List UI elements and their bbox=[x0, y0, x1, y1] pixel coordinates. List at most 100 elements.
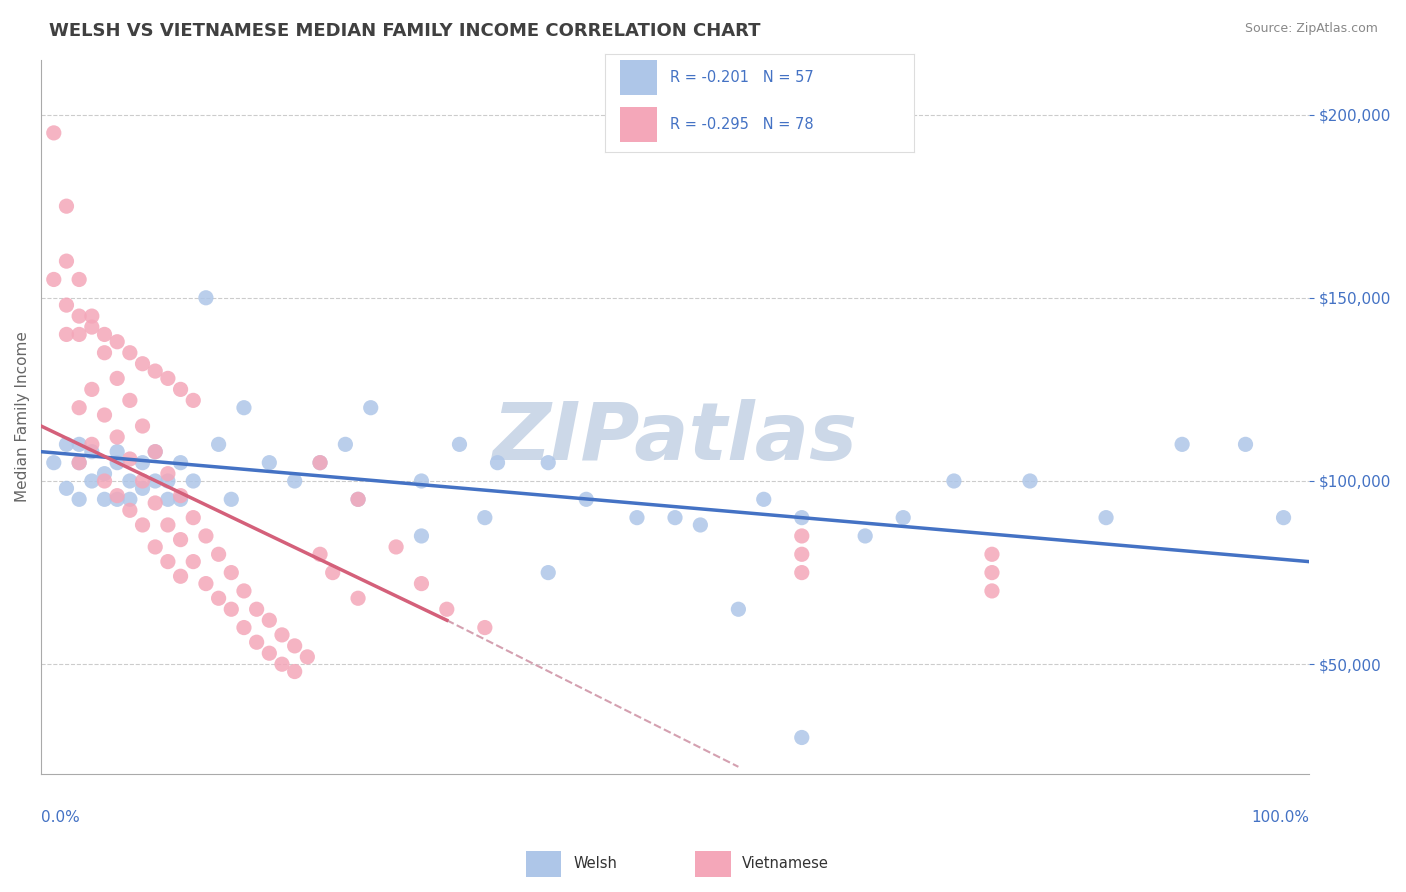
Point bbox=[42, 456, 65, 470]
Point bbox=[67, 437, 90, 451]
Point bbox=[309, 456, 332, 470]
Point bbox=[105, 444, 128, 458]
Point bbox=[335, 437, 357, 451]
Point bbox=[80, 437, 103, 451]
Point bbox=[259, 456, 281, 470]
Text: ZIPatlas: ZIPatlas bbox=[492, 400, 858, 477]
Point bbox=[981, 547, 1004, 561]
Text: R = -0.295   N = 78: R = -0.295 N = 78 bbox=[669, 117, 813, 132]
Text: 100.0%: 100.0% bbox=[1251, 810, 1309, 825]
Point bbox=[246, 602, 269, 616]
Point bbox=[436, 602, 458, 616]
Point bbox=[67, 309, 90, 323]
Point bbox=[143, 444, 166, 458]
Point bbox=[118, 492, 141, 507]
Point bbox=[194, 291, 217, 305]
Point bbox=[181, 474, 204, 488]
Point bbox=[347, 492, 370, 507]
Point bbox=[55, 199, 77, 213]
Point bbox=[194, 529, 217, 543]
Point bbox=[1019, 474, 1042, 488]
Point bbox=[284, 639, 307, 653]
Point bbox=[385, 540, 408, 554]
Point bbox=[143, 444, 166, 458]
Point bbox=[246, 635, 269, 649]
Point bbox=[297, 649, 319, 664]
Point bbox=[259, 613, 281, 627]
Point bbox=[727, 602, 749, 616]
Bar bbox=[620, 61, 657, 95]
Point bbox=[105, 371, 128, 385]
Point bbox=[790, 547, 813, 561]
Point bbox=[55, 481, 77, 495]
Bar bbox=[695, 851, 731, 877]
Point bbox=[790, 731, 813, 745]
Point bbox=[790, 529, 813, 543]
Point bbox=[474, 621, 496, 635]
Point bbox=[790, 566, 813, 580]
Point bbox=[474, 510, 496, 524]
Point bbox=[156, 371, 179, 385]
Point bbox=[105, 334, 128, 349]
Point bbox=[322, 566, 344, 580]
Bar bbox=[620, 108, 657, 142]
Point bbox=[169, 456, 191, 470]
Point bbox=[131, 456, 153, 470]
Point bbox=[67, 456, 90, 470]
Point bbox=[1095, 510, 1118, 524]
Point bbox=[207, 591, 229, 606]
Point bbox=[284, 474, 307, 488]
Point bbox=[131, 419, 153, 434]
Point bbox=[181, 510, 204, 524]
Point bbox=[93, 408, 115, 422]
Point bbox=[207, 547, 229, 561]
Point bbox=[169, 569, 191, 583]
Point bbox=[194, 576, 217, 591]
Point bbox=[105, 492, 128, 507]
Point bbox=[219, 566, 242, 580]
Point bbox=[207, 437, 229, 451]
Point bbox=[93, 345, 115, 359]
Point bbox=[981, 566, 1004, 580]
Point bbox=[67, 272, 90, 286]
Text: Welsh: Welsh bbox=[574, 855, 617, 871]
Point bbox=[271, 657, 294, 672]
Point bbox=[626, 510, 648, 524]
Point bbox=[105, 430, 128, 444]
Point bbox=[131, 481, 153, 495]
Point bbox=[93, 467, 115, 481]
Point bbox=[105, 489, 128, 503]
Point bbox=[219, 602, 242, 616]
Point bbox=[55, 437, 77, 451]
Point bbox=[181, 555, 204, 569]
Point bbox=[537, 456, 560, 470]
Point bbox=[537, 566, 560, 580]
Point bbox=[156, 555, 179, 569]
Point bbox=[80, 383, 103, 397]
Point bbox=[169, 492, 191, 507]
Point bbox=[131, 357, 153, 371]
Point bbox=[80, 320, 103, 334]
Point bbox=[233, 401, 256, 415]
Point bbox=[143, 540, 166, 554]
Point bbox=[55, 298, 77, 312]
Point bbox=[360, 401, 382, 415]
Bar bbox=[526, 851, 561, 877]
Point bbox=[169, 533, 191, 547]
Text: 0.0%: 0.0% bbox=[41, 810, 80, 825]
Text: Vietnamese: Vietnamese bbox=[742, 855, 830, 871]
Point bbox=[105, 456, 128, 470]
Point bbox=[67, 401, 90, 415]
Point bbox=[309, 456, 332, 470]
Point bbox=[156, 474, 179, 488]
Point bbox=[55, 327, 77, 342]
Y-axis label: Median Family Income: Median Family Income bbox=[15, 332, 30, 502]
Point bbox=[118, 452, 141, 467]
Point bbox=[219, 492, 242, 507]
Point bbox=[853, 529, 876, 543]
Point bbox=[411, 474, 433, 488]
Point bbox=[486, 456, 509, 470]
Point bbox=[259, 646, 281, 660]
Point bbox=[118, 345, 141, 359]
Point bbox=[80, 474, 103, 488]
